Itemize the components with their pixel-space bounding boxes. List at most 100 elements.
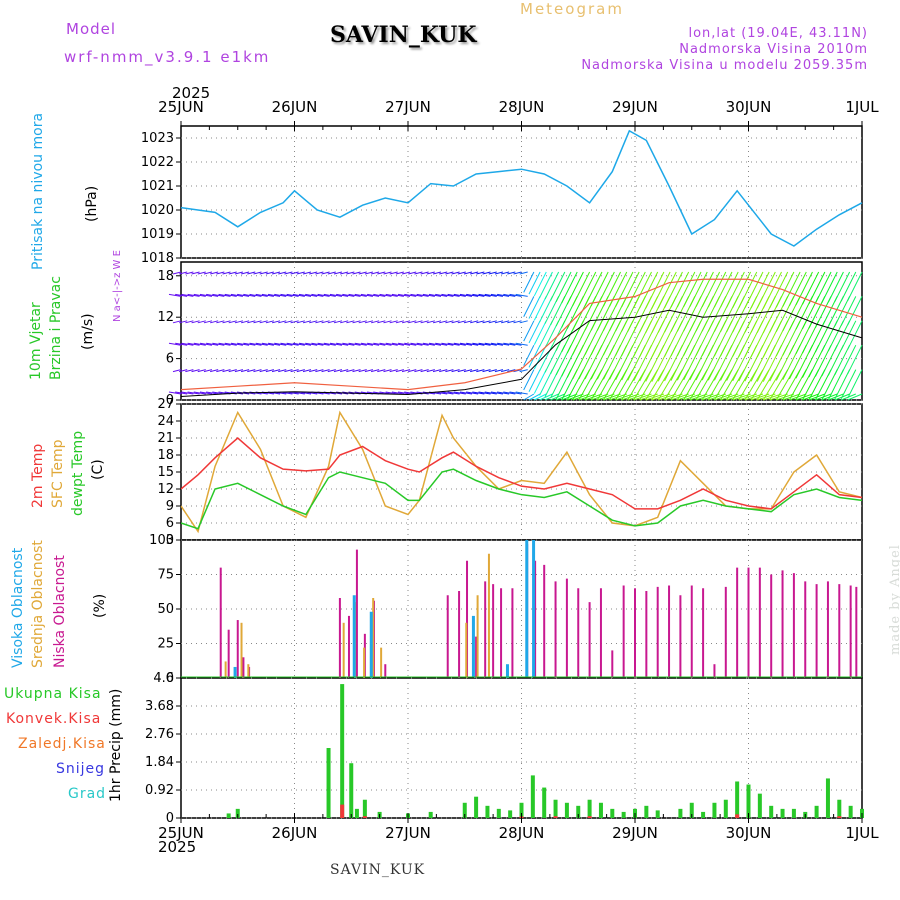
precip-bar — [542, 787, 547, 818]
wind-barb — [689, 393, 708, 401]
wind-barb — [795, 271, 813, 306]
wind-barb — [364, 369, 374, 373]
wind-barb — [566, 271, 584, 305]
wind-barb — [578, 393, 596, 401]
wind-barb — [327, 320, 336, 324]
precip-bar — [598, 802, 603, 818]
wind-barb — [726, 369, 745, 401]
x-tick-label: 25JUN — [158, 824, 204, 842]
wind-barb — [683, 271, 702, 307]
wind-barb — [311, 293, 324, 297]
precip-bar — [610, 808, 615, 818]
wind-barb — [210, 369, 219, 373]
wind-barb — [379, 293, 392, 297]
wind-barb — [255, 342, 268, 346]
wind-barb — [278, 271, 287, 275]
wind-barb — [247, 369, 256, 373]
wind-barb — [453, 293, 466, 297]
wind-barb — [451, 320, 460, 324]
wind-barb — [513, 369, 522, 373]
wind-barb — [439, 369, 448, 373]
wind-barb — [333, 369, 343, 373]
wind-barb — [391, 342, 404, 346]
x-tick-label: 1JUL — [845, 824, 879, 842]
wind-barb — [329, 293, 343, 297]
y-tick-label: 3 — [166, 533, 174, 548]
wind-barb — [385, 391, 398, 395]
wind-barb — [490, 293, 504, 297]
wind-barb — [216, 320, 225, 324]
precip-bar — [340, 684, 345, 818]
wind-barb — [395, 320, 404, 324]
precip-bar — [837, 799, 842, 818]
wind-barb — [639, 369, 659, 401]
wind-barb — [197, 271, 206, 275]
precip-legend-total: Ukupna Kisa — [4, 686, 102, 702]
year-bottom: 2025 — [158, 838, 197, 856]
wind-barb — [416, 342, 429, 346]
wind-barb — [494, 320, 504, 324]
precip-bar — [689, 802, 694, 818]
precip-bar — [814, 805, 819, 818]
y-tick-label: 18 — [157, 269, 174, 284]
wind-barb — [172, 320, 182, 324]
precip-bar — [362, 799, 367, 818]
wind-barb — [507, 320, 516, 324]
wind-barb — [523, 320, 535, 342]
wind-barb — [515, 391, 528, 395]
conv-precip-bar — [553, 816, 558, 818]
wind-barb — [720, 369, 739, 401]
year-top: 2025 — [172, 84, 211, 102]
wind-barb — [840, 320, 857, 351]
wind-barb — [249, 342, 262, 346]
wind-barb — [762, 271, 782, 309]
y-tick-label: 100 — [149, 533, 174, 548]
wind-barb — [367, 293, 380, 297]
wind-barb — [234, 369, 244, 373]
wind-barb — [203, 320, 213, 324]
wind-barb — [395, 271, 404, 275]
wind-barb — [482, 320, 491, 324]
wind-barb — [342, 293, 355, 297]
wind-barb — [534, 393, 547, 401]
precip-bar — [564, 802, 569, 818]
wind-barb — [230, 293, 243, 297]
wind-barb — [253, 320, 262, 324]
wind-barb — [597, 393, 615, 401]
wind-barb — [228, 320, 237, 324]
x-tick-label: 1JUL — [845, 98, 879, 116]
wind-barb — [179, 320, 188, 324]
wind-barb — [206, 293, 219, 297]
wind-barb — [340, 320, 349, 324]
wind-barb — [775, 369, 795, 401]
wind-barb — [395, 369, 404, 373]
y-tick-label: 1018 — [141, 251, 174, 266]
footer-credit: made by Angel — [888, 544, 900, 655]
wind-barb — [197, 369, 206, 373]
wind-barb — [459, 293, 473, 297]
wind-barb — [168, 391, 182, 395]
wind-barb — [206, 391, 219, 395]
wind-barb — [286, 293, 299, 297]
wind-barb — [278, 320, 287, 324]
wind-barb — [762, 369, 782, 401]
wind-barb — [216, 369, 225, 373]
wind-barb — [422, 293, 435, 297]
wind-barb — [420, 271, 429, 275]
wind-barb — [346, 369, 355, 373]
precip-bar — [508, 810, 513, 818]
wind-barb — [397, 342, 411, 346]
wind-barb — [185, 369, 194, 373]
wind-barb — [243, 342, 256, 346]
wind-barb — [701, 271, 721, 308]
wind-barb — [309, 369, 318, 373]
wind-barb — [609, 271, 628, 307]
wind-barb — [302, 320, 312, 324]
wind-barb — [472, 293, 485, 297]
wind-barb — [720, 271, 739, 308]
wind-barb — [827, 320, 844, 352]
wind-barb — [490, 391, 504, 395]
wind-barb — [422, 342, 435, 346]
wind-barb — [435, 342, 448, 346]
y-tick-label: 3.68 — [145, 699, 174, 714]
